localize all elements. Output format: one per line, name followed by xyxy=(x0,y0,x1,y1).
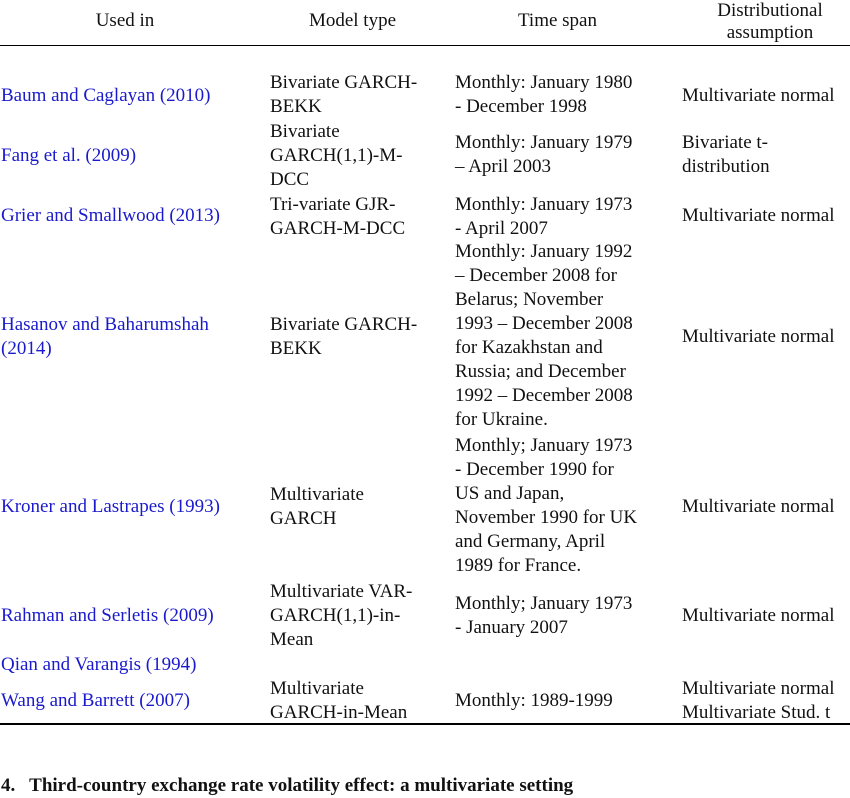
citation-link[interactable]: Hasanov and Baharumshah (2014) xyxy=(1,313,209,361)
cell-line: - December 1990 for xyxy=(455,459,614,480)
cell-line: Monthly: January 1992 xyxy=(455,241,633,262)
time-span-cell: Monthly; January 1973 - January 2007 xyxy=(455,592,632,640)
model-type-cell: Tri-variate GJR- GARCH-M-DCC xyxy=(270,193,405,241)
cell-line: - December 1998 xyxy=(455,96,587,117)
cell-line: Multivariate xyxy=(270,484,364,505)
citation-link[interactable]: Grier and Smallwood (2013) xyxy=(1,205,220,226)
time-span-cell: Monthly: January 1973 - April 2007 xyxy=(455,193,632,241)
cell-line: Multivariate normal xyxy=(682,678,835,699)
cell-line: GARCH(1,1)-M- xyxy=(270,145,403,166)
cell-line: - January 2007 xyxy=(455,617,568,638)
section-heading: 4. Third-country exchange rate volatilit… xyxy=(1,775,574,796)
cell-line: Multivariate xyxy=(270,678,364,699)
cell-line: BEKK xyxy=(270,338,322,359)
cell-line: Multivariate normal xyxy=(682,605,835,626)
time-span-cell: Monthly: 1989-1999 xyxy=(455,689,613,713)
distribution-cell: Multivariate normal xyxy=(682,604,834,628)
citation-link[interactable]: Rahman and Serletis (2009) xyxy=(1,605,214,626)
cell-line: for Kazakhstan and xyxy=(455,337,603,358)
cell-line: Belarus; November xyxy=(455,289,604,310)
cell-line: DCC xyxy=(270,169,310,190)
cell-line: – December 2008 for xyxy=(455,265,617,286)
distribution-cell: Multivariate normal Multivariate Stud. t xyxy=(682,677,834,725)
header-model-type: Model type xyxy=(308,10,397,31)
time-span-cell: Monthly; January 1973 - December 1990 fo… xyxy=(455,434,637,578)
citation-link[interactable]: Kroner and Lastrapes (1993) xyxy=(1,496,220,517)
cell-line: Multivariate normal xyxy=(682,85,835,106)
cell-line: 1989 for France. xyxy=(455,555,582,576)
header-used-in: Used in xyxy=(95,10,155,31)
citation-link[interactable]: Wang and Barrett (2007) xyxy=(1,690,190,711)
header-time-span: Time span xyxy=(517,10,597,31)
model-type-cell: Bivariate GARCH- BEKK xyxy=(270,71,417,119)
cell-line: Monthly; January 1973 xyxy=(455,593,633,614)
cell-line: BEKK xyxy=(270,96,322,117)
cell-line: Monthly; January 1973 xyxy=(455,435,633,456)
distribution-cell: Multivariate normal xyxy=(682,84,834,108)
model-type-cell: Bivariate GARCH- BEKK xyxy=(270,313,417,361)
distribution-cell: Multivariate normal xyxy=(682,204,834,228)
distribution-cell: Bivariate t- distribution xyxy=(682,131,770,179)
distribution-cell: Multivariate normal xyxy=(682,325,834,349)
cell-line: Bivariate GARCH- xyxy=(270,72,418,93)
header-assumption: assumption xyxy=(726,22,814,43)
cell-line: US and Japan, xyxy=(455,483,565,504)
cell-line: Russia; and December xyxy=(455,361,626,382)
cell-line: GARCH xyxy=(270,508,337,529)
distribution-cell: Multivariate normal xyxy=(682,495,834,519)
cell-line: Monthly: January 1980 xyxy=(455,72,633,93)
cell-line: Monthly: January 1979 xyxy=(455,132,633,153)
model-type-cell: Multivariate VAR- GARCH(1,1)-in- Mean xyxy=(270,580,412,652)
cell-line: Monthly: January 1973 xyxy=(455,194,633,215)
cell-line: Multivariate VAR- xyxy=(270,581,413,602)
cell-line: Multivariate Stud. t xyxy=(682,702,831,723)
cell-line: Multivariate normal xyxy=(682,496,835,517)
cell-line: Bivariate t- xyxy=(682,132,768,153)
table-bottom-rule xyxy=(0,723,850,725)
cell-line: GARCH-M-DCC xyxy=(270,218,406,239)
citation-link[interactable]: Fang et al. (2009) xyxy=(1,145,137,166)
cell-line: – April 2003 xyxy=(455,156,552,177)
citation-link[interactable]: Baum and Caglayan (2010) xyxy=(1,85,211,106)
cell-line: Bivariate GARCH- xyxy=(270,314,418,335)
model-type-cell: Multivariate GARCH xyxy=(270,483,364,531)
cell-line: and Germany, April xyxy=(455,531,606,552)
cell-line: distribution xyxy=(682,156,770,177)
time-span-cell: Monthly: January 1979 – April 2003 xyxy=(455,131,632,179)
cell-line: November 1990 for UK xyxy=(455,507,638,528)
cell-line: - April 2007 xyxy=(455,218,548,239)
cell-line: for Ukraine. xyxy=(455,409,548,430)
header-rule xyxy=(0,45,850,46)
cell-line: Tri-variate GJR- xyxy=(270,194,396,215)
model-type-cell: Bivariate GARCH(1,1)-M- DCC xyxy=(270,120,402,192)
cell-line: 1993 – December 2008 xyxy=(455,313,633,334)
cell-line: GARCH-in-Mean xyxy=(270,702,408,723)
citation-line[interactable]: (2014) xyxy=(1,338,52,359)
cell-line: Multivariate normal xyxy=(682,326,835,347)
time-span-cell: Monthly: January 1980 - December 1998 xyxy=(455,71,632,119)
citation-line[interactable]: Hasanov and Baharumshah xyxy=(1,314,209,335)
cell-line: Multivariate normal xyxy=(682,205,835,226)
model-type-cell: Multivariate GARCH-in-Mean xyxy=(270,677,407,725)
cell-line: Bivariate xyxy=(270,121,340,142)
header-distributional: Distributional xyxy=(717,0,823,21)
citation-link[interactable]: Qian and Varangis (1994) xyxy=(1,654,197,675)
cell-line: Mean xyxy=(270,629,314,650)
time-span-cell: Monthly: January 1992 – December 2008 fo… xyxy=(455,240,633,432)
cell-line: Monthly: 1989-1999 xyxy=(455,690,613,711)
cell-line: GARCH(1,1)-in- xyxy=(270,605,401,626)
cell-line: 1992 – December 2008 xyxy=(455,385,633,406)
